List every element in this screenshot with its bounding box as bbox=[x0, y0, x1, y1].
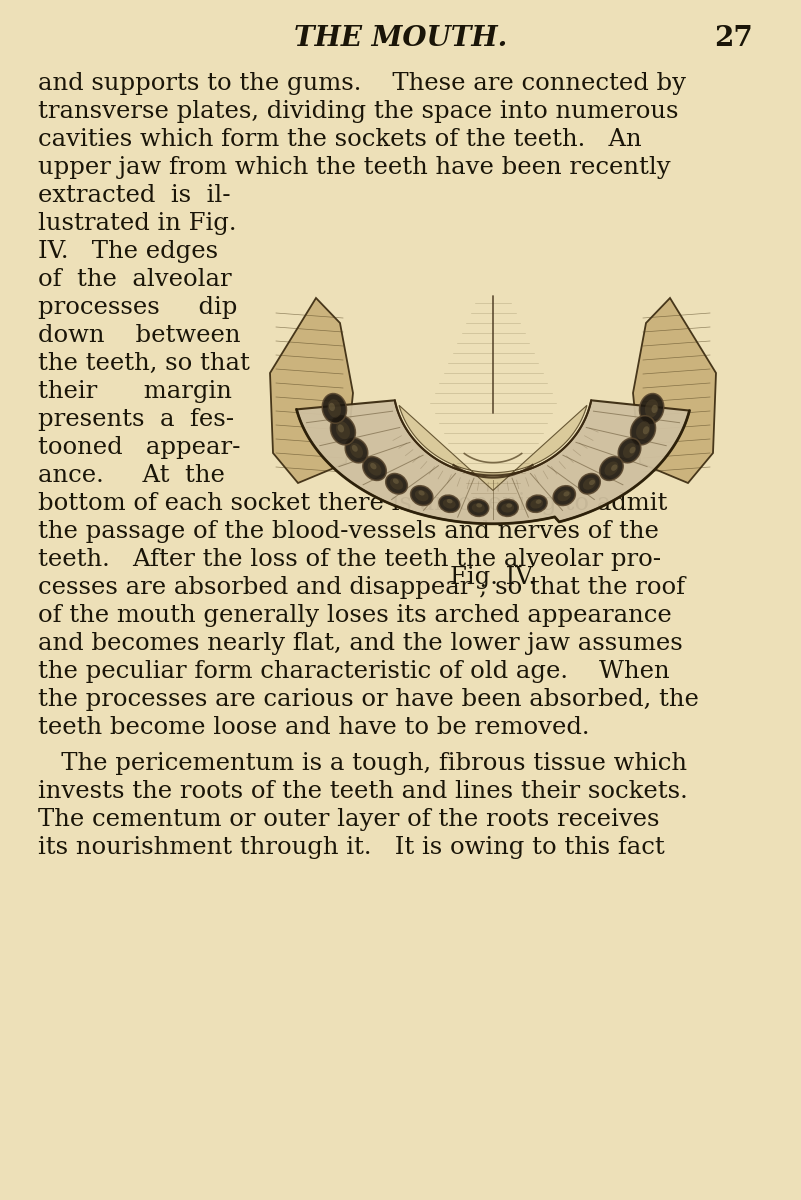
Ellipse shape bbox=[447, 499, 453, 503]
Ellipse shape bbox=[530, 499, 543, 509]
Ellipse shape bbox=[526, 496, 547, 512]
Polygon shape bbox=[399, 406, 587, 491]
Ellipse shape bbox=[557, 490, 571, 502]
Text: Fig. IV.: Fig. IV. bbox=[450, 566, 536, 589]
Text: down    between: down between bbox=[38, 324, 240, 347]
Ellipse shape bbox=[651, 404, 658, 413]
Ellipse shape bbox=[322, 394, 347, 424]
Ellipse shape bbox=[338, 425, 344, 432]
Text: upper jaw from which the teeth have been recently: upper jaw from which the teeth have been… bbox=[38, 156, 670, 179]
Text: tooned   appear-: tooned appear- bbox=[38, 436, 240, 458]
Text: ance.     At  the: ance. At the bbox=[38, 464, 225, 487]
Ellipse shape bbox=[497, 499, 518, 516]
Text: and supports to the gums.    These are connected by: and supports to the gums. These are conn… bbox=[38, 72, 686, 95]
Ellipse shape bbox=[501, 503, 514, 512]
Ellipse shape bbox=[636, 421, 650, 439]
Text: lustrated in Fig.: lustrated in Fig. bbox=[38, 212, 236, 235]
Text: bottom of each socket there is an opening to admit: bottom of each socket there is an openin… bbox=[38, 492, 667, 515]
Ellipse shape bbox=[352, 445, 358, 451]
Ellipse shape bbox=[589, 480, 595, 485]
Ellipse shape bbox=[645, 400, 658, 418]
Ellipse shape bbox=[611, 464, 618, 470]
Text: the teeth, so that: the teeth, so that bbox=[38, 352, 250, 374]
Text: the processes are carious or have been absorbed, the: the processes are carious or have been a… bbox=[38, 688, 699, 710]
Ellipse shape bbox=[506, 504, 512, 508]
Text: of  the  alveolar: of the alveolar bbox=[38, 268, 231, 290]
Ellipse shape bbox=[370, 463, 376, 469]
Text: teeth become loose and have to be removed.: teeth become loose and have to be remove… bbox=[38, 716, 590, 739]
Ellipse shape bbox=[439, 496, 460, 512]
Text: THE MOUTH.: THE MOUTH. bbox=[294, 24, 507, 52]
Text: its nourishment through it.   It is owing to this fact: its nourishment through it. It is owing … bbox=[38, 836, 665, 859]
Ellipse shape bbox=[350, 443, 363, 458]
Ellipse shape bbox=[418, 491, 425, 496]
Text: and becomes nearly flat, and the lower jaw assumes: and becomes nearly flat, and the lower j… bbox=[38, 632, 682, 655]
Ellipse shape bbox=[477, 503, 482, 508]
Text: the passage of the blood-vessels and nerves of the: the passage of the blood-vessels and ner… bbox=[38, 520, 659, 542]
Text: of the mouth generally loses its arched appearance: of the mouth generally loses its arched … bbox=[38, 604, 672, 626]
Ellipse shape bbox=[386, 474, 408, 494]
Ellipse shape bbox=[605, 462, 618, 475]
Ellipse shape bbox=[390, 478, 403, 490]
Text: cesses are absorbed and disappear ; so that the roof: cesses are absorbed and disappear ; so t… bbox=[38, 576, 685, 599]
Ellipse shape bbox=[536, 499, 541, 504]
Ellipse shape bbox=[345, 438, 368, 463]
Text: 27: 27 bbox=[714, 24, 753, 52]
Ellipse shape bbox=[639, 394, 664, 424]
Ellipse shape bbox=[623, 443, 636, 458]
Ellipse shape bbox=[563, 491, 570, 497]
Ellipse shape bbox=[415, 490, 429, 502]
Text: teeth.   After the loss of the teeth the alveolar pro-: teeth. After the loss of the teeth the a… bbox=[38, 548, 661, 571]
Ellipse shape bbox=[393, 479, 399, 484]
Ellipse shape bbox=[630, 415, 655, 445]
Polygon shape bbox=[296, 401, 690, 523]
Ellipse shape bbox=[618, 438, 641, 463]
Text: transverse plates, dividing the space into numerous: transverse plates, dividing the space in… bbox=[38, 100, 678, 122]
Ellipse shape bbox=[443, 499, 456, 509]
Polygon shape bbox=[270, 298, 353, 482]
Ellipse shape bbox=[411, 486, 433, 505]
Ellipse shape bbox=[368, 462, 381, 475]
Ellipse shape bbox=[553, 486, 575, 505]
Text: cavities which form the sockets of the teeth.   An: cavities which form the sockets of the t… bbox=[38, 128, 642, 151]
Ellipse shape bbox=[363, 457, 386, 480]
Ellipse shape bbox=[336, 421, 350, 439]
Text: IV.   The edges: IV. The edges bbox=[38, 240, 218, 263]
Text: the peculiar form characteristic of old age.    When: the peculiar form characteristic of old … bbox=[38, 660, 670, 683]
Text: processes     dip: processes dip bbox=[38, 296, 237, 319]
Ellipse shape bbox=[600, 457, 623, 480]
Text: extracted  is  il-: extracted is il- bbox=[38, 184, 231, 206]
Ellipse shape bbox=[328, 400, 341, 418]
Polygon shape bbox=[633, 298, 716, 482]
Ellipse shape bbox=[630, 446, 635, 454]
Ellipse shape bbox=[472, 503, 485, 512]
Text: The cementum or outer layer of the roots receives: The cementum or outer layer of the roots… bbox=[38, 809, 659, 832]
Text: their      margin: their margin bbox=[38, 380, 231, 403]
Text: invests the roots of the teeth and lines their sockets.: invests the roots of the teeth and lines… bbox=[38, 780, 688, 804]
Ellipse shape bbox=[468, 499, 489, 516]
Ellipse shape bbox=[331, 415, 356, 445]
Ellipse shape bbox=[578, 474, 600, 494]
Ellipse shape bbox=[583, 478, 596, 490]
Text: presents  a  fes-: presents a fes- bbox=[38, 408, 234, 431]
Text: The pericementum is a tough, fibrous tissue which: The pericementum is a tough, fibrous tis… bbox=[38, 752, 687, 775]
Ellipse shape bbox=[643, 426, 650, 434]
Ellipse shape bbox=[329, 403, 335, 412]
